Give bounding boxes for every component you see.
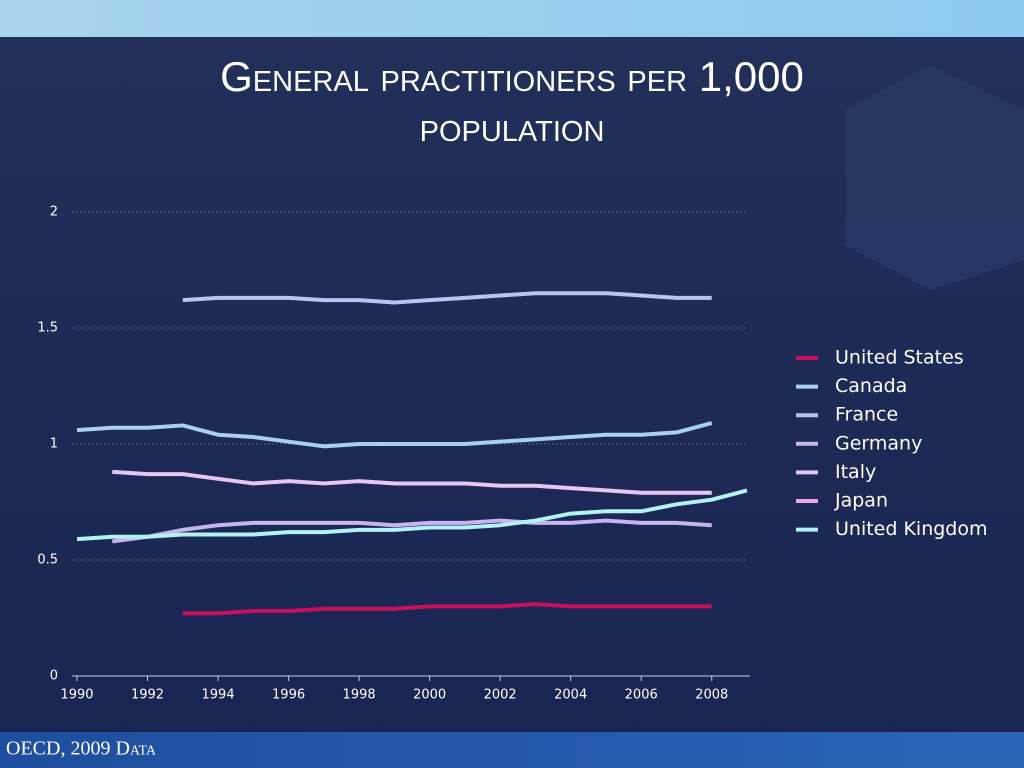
bottom-band: [0, 732, 1024, 768]
x-tick-label: 2006: [625, 688, 658, 703]
x-tick-label: 1990: [60, 688, 93, 703]
legend-label: Canada: [835, 375, 907, 397]
x-tick-label: 1998: [343, 688, 376, 703]
y-tick-label: 1: [50, 437, 58, 452]
y-tick-label: 0: [50, 669, 58, 684]
legend-label: France: [835, 404, 898, 426]
hexagon-decor: [845, 65, 1024, 290]
legend-label: Japan: [834, 490, 888, 512]
series-line: [76, 421, 713, 449]
source: OECD, 2009 Data: [6, 738, 157, 760]
series-line: [112, 469, 712, 495]
x-tick-label: 2002: [484, 688, 517, 703]
x-tick-label: 1994: [202, 688, 235, 703]
series-line: [76, 488, 748, 542]
legend-label: United Kingdom: [835, 518, 988, 540]
x-tick-label: 1992: [131, 688, 164, 703]
legend-label: Germany: [835, 432, 922, 454]
y-tick-label: 0.5: [37, 553, 58, 568]
y-tick-label: 1.5: [37, 321, 58, 336]
series-line: [182, 602, 712, 616]
top-band: [0, 0, 1024, 37]
x-tick-label: 2008: [695, 688, 728, 703]
legend-label: Italy: [835, 461, 876, 483]
plot: 0 0.5 1 1.5 2 1990 1992 1994 1996 1998 2000 2002 200…: [37, 205, 987, 703]
x-tick-label: 2004: [554, 688, 587, 703]
legend-label: United States: [835, 347, 964, 369]
series-line: [112, 518, 712, 544]
series-line: [182, 291, 712, 305]
chart-title: General practitioners per 1,000 populatio…: [220, 53, 804, 150]
y-tick-label: 2: [50, 205, 58, 220]
x-tick-label: 1996: [272, 688, 305, 703]
x-tick-label: 2000: [413, 688, 446, 703]
